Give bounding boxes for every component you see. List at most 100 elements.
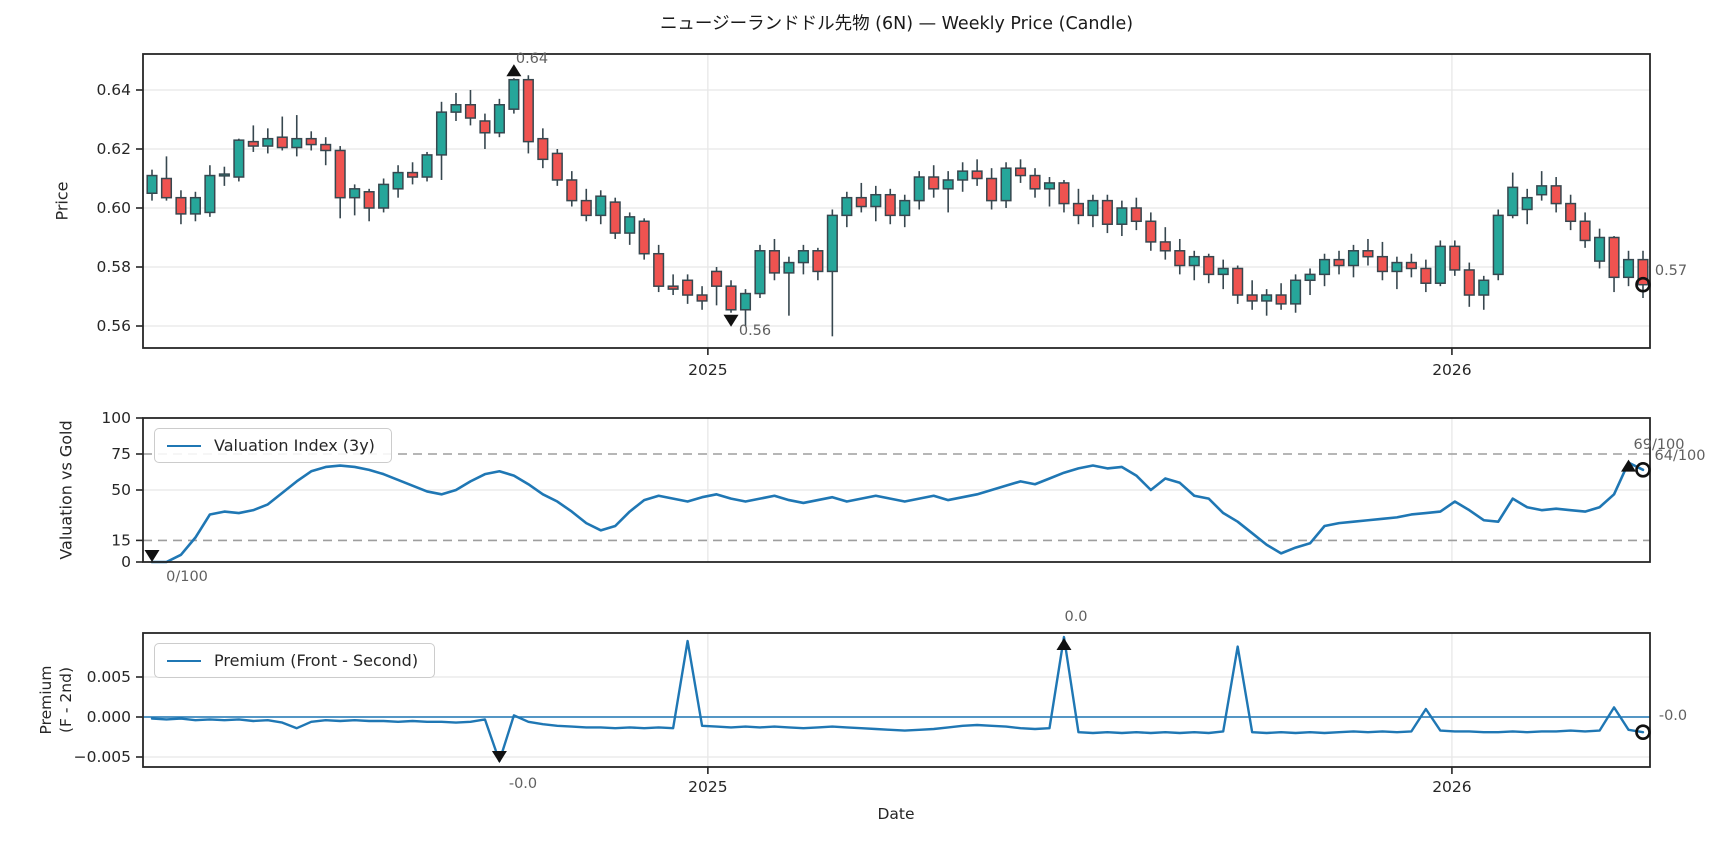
candle [739,292,752,311]
candle [334,149,346,199]
candle [1405,261,1417,270]
candle [435,111,448,156]
y-tick-label: 0.000 [87,708,131,726]
candle [291,137,303,149]
price-markers [506,64,1651,327]
candle [1087,199,1099,217]
candle [1333,258,1345,267]
candle [1376,255,1388,273]
valuation-panel: 0 15 50 75 100 [101,409,1651,571]
y-tick-label: 0.56 [96,317,131,335]
candle [1232,267,1244,296]
premium-markers [491,638,1651,763]
candle [479,120,491,134]
candle [1246,294,1258,302]
candle [595,195,607,217]
candle [609,201,621,234]
candle [1072,202,1084,217]
candle [1622,258,1635,279]
candle [1347,250,1360,267]
candle [1043,182,1056,190]
candle [1463,269,1475,296]
candle [855,196,867,208]
candles [146,75,1649,337]
candle [1029,174,1041,190]
y-tick-label: 0.64 [96,81,131,99]
candle [1565,202,1577,223]
y-tick-label: 0.60 [96,199,131,217]
candle [1391,261,1403,273]
valuation-last-annotation: 64/100 [1654,448,1706,464]
date-axis-label: Date [877,805,915,823]
candle [986,177,998,202]
premium-legend-line-icon [167,659,201,662]
premium-axis-label-line1: Premium [37,665,55,735]
candle [566,179,578,202]
candle [1608,236,1620,279]
candle [392,171,404,190]
candle [262,137,274,147]
candle [551,152,563,181]
candle [653,252,665,287]
valuation-start-annotation: 0/100 [166,569,208,585]
candle [942,179,954,190]
valuation-legend: Valuation Index (3y) [154,428,392,463]
x-tick-label: 2026 [1432,361,1471,379]
x-tick-label: 2025 [688,778,727,796]
candle [725,285,737,311]
y-tick-label: 15 [111,531,131,549]
candle [1014,167,1027,177]
candle [1318,258,1331,276]
candle [797,250,809,264]
candle [320,143,332,152]
candle [928,176,940,190]
price-high-annotation: 0.64 [515,51,549,67]
candle [667,285,679,290]
candle [233,139,245,178]
candle [682,279,694,296]
valuation-line [150,461,1645,564]
y-tick-label: −0.005 [74,748,131,766]
candle [1507,186,1519,217]
candle [783,261,795,274]
candle [1492,214,1504,276]
premium-legend: Premium (Front - Second) [154,643,436,678]
candle [1579,220,1591,242]
candle [1275,294,1287,305]
x-tick-label: 2026 [1432,778,1471,796]
y-tick-label: 0.005 [87,668,131,686]
candle [218,173,230,177]
candle [1217,267,1229,276]
y-tick-label: 100 [101,409,131,427]
y-tick-label: 75 [111,445,131,463]
candle [754,250,766,295]
candle [537,137,549,161]
candle [1304,273,1316,282]
price-panel: 0.56 0.58 0.60 0.62 0.64 2025 2026 [96,53,1651,379]
premium-last-annotation: -0.0 [1658,708,1688,724]
candle [1174,250,1186,267]
candle [450,104,462,113]
candle [1145,220,1157,243]
valuation-peak-annotation: 69/100 [1633,437,1685,453]
candle [884,193,896,217]
candle [1000,167,1012,202]
candle [1420,267,1432,284]
candle [508,78,520,110]
valuation-legend-label: Valuation Index (3y) [214,436,375,455]
premium-legend-label: Premium (Front - Second) [214,651,419,670]
candle [175,196,187,215]
candle [624,216,636,234]
candle [1058,182,1070,205]
price-last-annotation: 0.57 [1654,263,1688,279]
candle [464,104,477,119]
y-tick-label: 0 [121,553,131,571]
candle [349,188,361,199]
page-title: ニュージーランドドル先物 (6N) — Weekly Price (Candle… [659,14,1134,34]
price-axis-label: Price [52,181,72,221]
candle [146,174,158,195]
candle [378,183,390,209]
candle [189,196,201,215]
candle [812,250,824,273]
